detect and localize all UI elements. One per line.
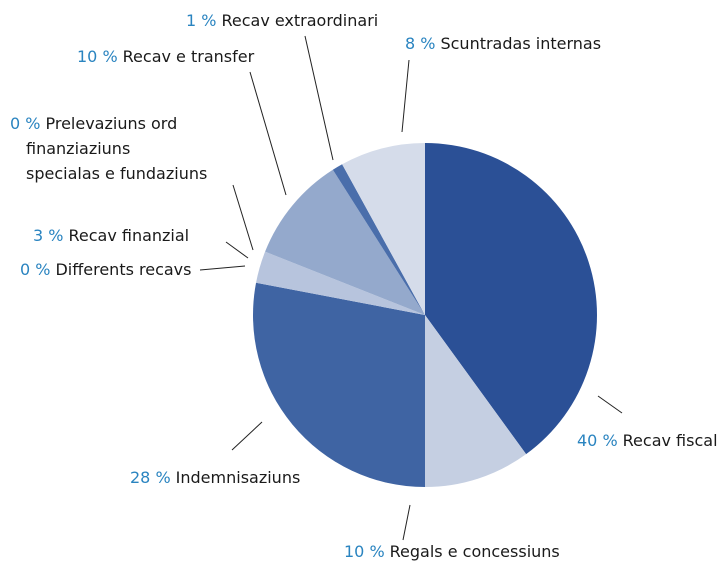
pie-slice xyxy=(425,143,597,455)
slice-percent: 10 % xyxy=(77,47,118,66)
slice-name: Prelevaziuns ord finanziaziuns specialas e… xyxy=(26,114,207,183)
slice-name: Recav extraordinari xyxy=(221,11,378,30)
slice-name: Differents recavs xyxy=(55,260,191,279)
slice-label: 3 % Recav finanzial xyxy=(33,226,189,245)
leader-line xyxy=(401,59,410,133)
leader-line xyxy=(402,504,411,541)
slice-name: Indemnisaziuns xyxy=(176,468,301,487)
slice-percent: 10 % xyxy=(344,542,385,561)
slice-percent: 1 % xyxy=(186,11,216,30)
slice-label: 10 % Regals e concessiuns xyxy=(344,542,560,561)
slice-percent: 28 % xyxy=(130,468,171,487)
slice-name: Regals e concessiuns xyxy=(390,542,560,561)
slice-label: 1 % Recav extraordinari xyxy=(186,11,378,30)
slice-label: 28 % Indemnisaziuns xyxy=(130,468,300,487)
slice-name: Recav fiscal xyxy=(623,431,718,450)
pie-slice xyxy=(253,282,425,487)
slice-percent: 8 % xyxy=(405,34,435,53)
slice-name: Recav finanzial xyxy=(68,226,189,245)
pie-slice xyxy=(332,164,425,315)
leader-line xyxy=(225,241,249,259)
pie-slice xyxy=(265,169,425,315)
pie-slice xyxy=(256,251,425,315)
slice-percent: 3 % xyxy=(33,226,63,245)
slice-label: 40 % Recav fiscal xyxy=(577,431,718,450)
pie-slice xyxy=(425,315,527,487)
slice-name-line: Prelevaziuns ord xyxy=(45,114,177,133)
leader-line xyxy=(199,265,246,271)
slice-name-line: specialas e fundaziuns xyxy=(26,164,207,183)
pie-slice xyxy=(342,143,425,315)
leader-line xyxy=(232,184,254,251)
slice-label: 0 % Differents recavs xyxy=(20,260,191,279)
slice-label: 0 % Prelevaziuns ord finanziaziuns speciala… xyxy=(10,114,207,183)
slice-percent: 40 % xyxy=(577,431,618,450)
slice-label: 8 % Scuntradas internas xyxy=(405,34,601,53)
slice-name: Scuntradas internas xyxy=(440,34,601,53)
leader-line xyxy=(231,421,263,451)
slice-percent: 0 % xyxy=(20,260,50,279)
slice-percent: 0 % xyxy=(10,114,40,133)
leader-line xyxy=(597,395,623,414)
slice-label: 10 % Recav e transfer xyxy=(77,47,255,66)
leader-line xyxy=(304,35,334,161)
slice-name-line: finanziaziuns xyxy=(26,139,130,158)
leader-line xyxy=(249,71,287,196)
slice-name: Recav e transfer xyxy=(123,47,255,66)
